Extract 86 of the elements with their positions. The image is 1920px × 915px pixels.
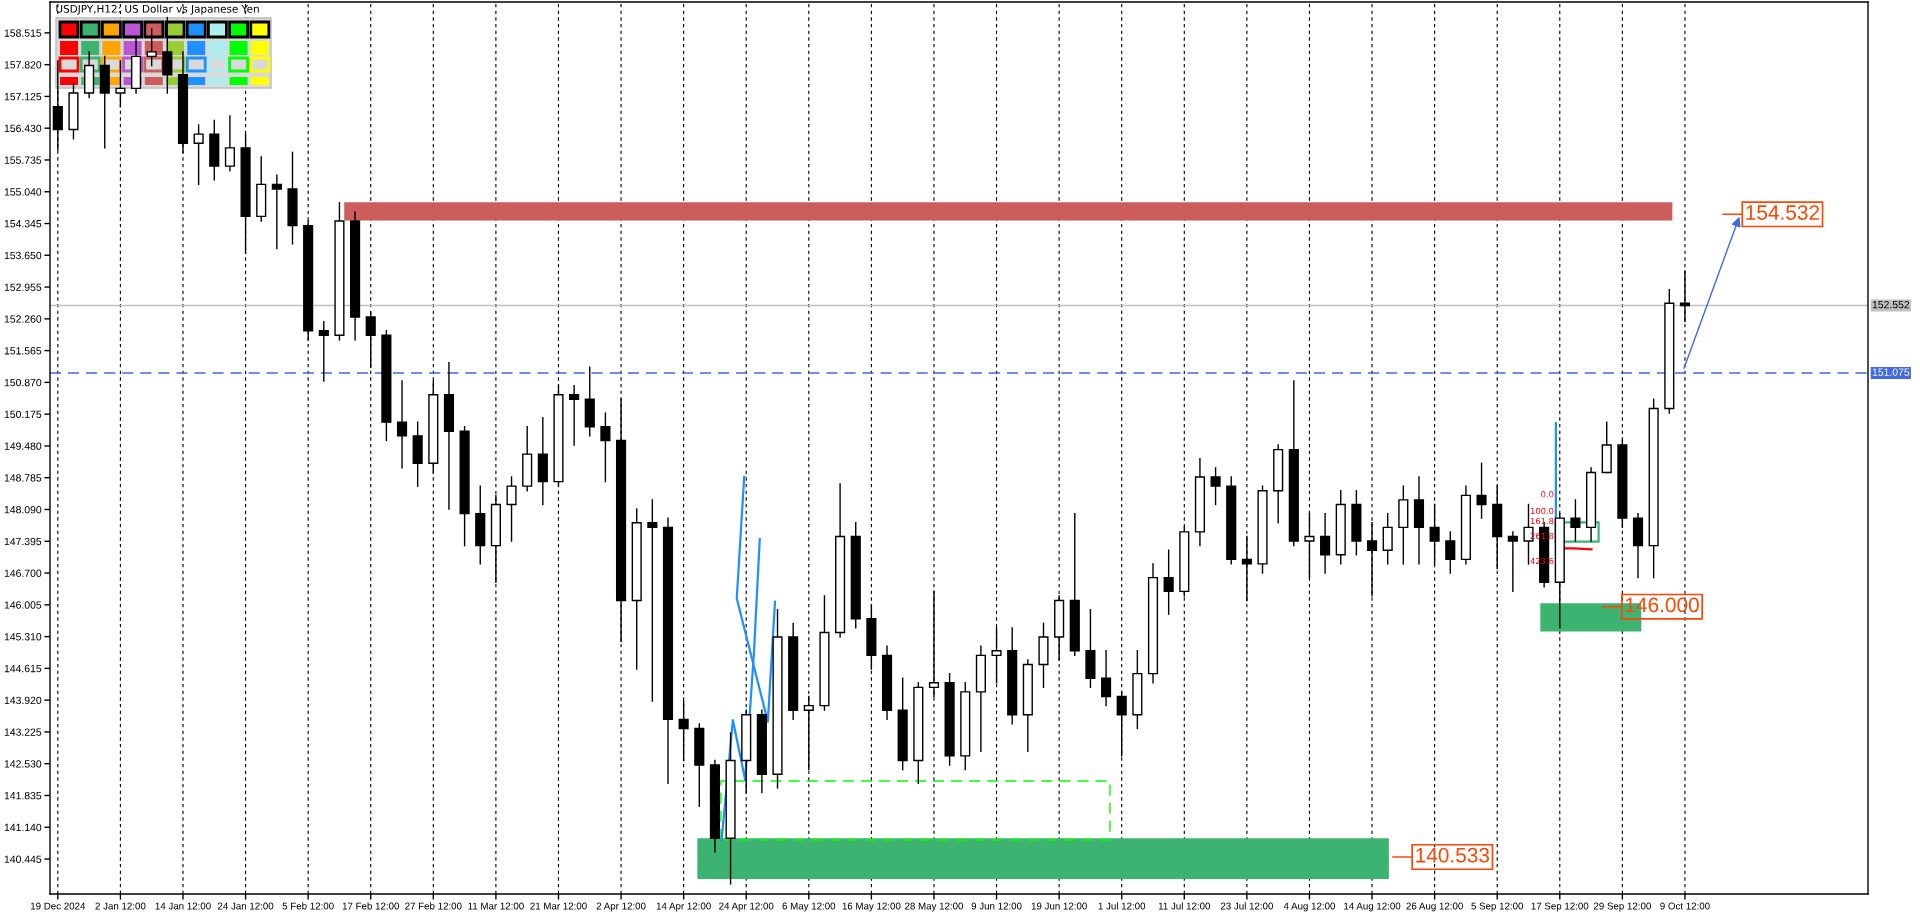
y-tick-label: 144.615	[4, 664, 42, 673]
candlestick	[506, 476, 517, 542]
y-tick-label: 150.175	[4, 410, 42, 419]
y-tick-label: 152.955	[4, 283, 42, 291]
x-tick-label: 28 May 12:00	[905, 902, 964, 912]
x-tick-label: 11 Jul 12:00	[1158, 902, 1211, 910]
y-tick-label: 152.260	[4, 315, 42, 323]
x-tick-label: 11 Mar 12:00	[468, 902, 524, 910]
x-tick-label: 14 Apr 12:00	[656, 902, 711, 912]
x-tick-label: 24 Apr 12:00	[719, 902, 774, 912]
y-tick-label: 148.090	[4, 505, 42, 514]
annotation: 261.8	[1530, 532, 1554, 540]
candlestick	[193, 124, 204, 186]
y-tick-label: 145.310	[4, 633, 42, 641]
x-tick-label: 1 Jul 12:00	[1098, 902, 1146, 910]
y-tick-label: 155.735	[4, 156, 42, 164]
x-tick-label: 17 Feb 12:00	[342, 902, 399, 910]
y-tick-label: 143.225	[4, 728, 42, 736]
chart-title: USDJPY,H12: US Dollar vs Japanese Yen	[56, 4, 259, 15]
y-tick-label: 153.650	[4, 251, 42, 260]
y-tick-label: 154.345	[4, 220, 42, 228]
x-tick-label: 6 May 12:00	[782, 902, 836, 912]
x-tick-label: 17 Sep 12:00	[1531, 902, 1589, 912]
candlestick	[1241, 535, 1252, 602]
y-tick-label: 146.005	[4, 601, 42, 609]
x-tick-label: 16 May 12:00	[842, 902, 901, 912]
candlestick	[1382, 512, 1393, 565]
x-tick-label: 2 Jan 12:00	[95, 902, 146, 910]
x-tick-label: 21 Mar 12:00	[530, 902, 587, 910]
y-tick-label: 146.700	[4, 569, 42, 577]
candlestick	[1210, 467, 1221, 506]
x-tick-label: 5 Feb 12:00	[282, 902, 334, 910]
y-tick-label: 149.480	[4, 442, 42, 450]
x-tick-label: 27 Feb 12:00	[405, 902, 462, 910]
annotation: 100.0	[1530, 507, 1554, 515]
x-tick-label: 23 Jul 12:00	[1220, 902, 1273, 910]
candlestick	[1445, 531, 1456, 574]
x-tick-label: 14 Jan 12:00	[155, 902, 211, 910]
y-tick-label: 148.785	[4, 474, 42, 482]
y-tick-label: 156.430	[4, 124, 42, 133]
text: 154.532	[1746, 205, 1820, 220]
x-tick-label: 9 Jun 12:00	[971, 902, 1022, 910]
y-tick-label: 158.515	[4, 29, 42, 37]
y-tick-label: 157.125	[4, 92, 42, 101]
y-tick-label: 147.395	[4, 537, 42, 546]
candlestick	[1507, 531, 1518, 593]
x-tick-label: 24 Jan 12:00	[217, 902, 274, 910]
y-tick-label: 141.835	[4, 791, 42, 800]
y-tick-label: 151.565	[4, 347, 42, 355]
candlestick	[271, 174, 282, 250]
candlestick	[1570, 499, 1581, 542]
candlestick	[224, 115, 235, 172]
ref-line-label: 151.075	[1872, 368, 1910, 376]
candlestick	[1163, 549, 1174, 615]
x-tick-label: 19 Jun 12:00	[1031, 902, 1087, 910]
candlestick	[991, 627, 1002, 684]
candlestick	[318, 320, 329, 382]
candlestick	[600, 412, 611, 483]
candlestick	[569, 384, 580, 446]
x-tick-label: 9 Oct 12:00	[1660, 902, 1710, 910]
y-tick-label: 155.040	[4, 188, 42, 196]
x-tick-label: 2 Apr 12:00	[596, 902, 646, 912]
annotation: 146.000	[1625, 597, 1699, 613]
candlestick	[647, 499, 658, 702]
annotation: 0.0	[1541, 491, 1554, 498]
candlestick	[1366, 522, 1378, 597]
x-tick-label: 5 Sep 12:00	[1471, 902, 1524, 912]
y-tick-label: 141.140	[4, 823, 42, 832]
x-tick-label: 14 Aug 12:00	[1344, 902, 1401, 912]
x-tick-label: 4 Aug 12:00	[1283, 902, 1336, 912]
y-tick-label: 142.530	[4, 760, 42, 768]
y-tick-label: 143.920	[4, 696, 42, 705]
candlestick	[1100, 650, 1112, 707]
annotation: 140.533	[1416, 847, 1490, 863]
y-tick-label: 157.820	[4, 61, 42, 69]
y-tick-label: 150.870	[4, 378, 42, 387]
x-tick-label: 19 Dec 2024	[31, 902, 86, 910]
candlestick	[1476, 462, 1487, 519]
candlestick	[115, 60, 126, 108]
candlestick	[396, 380, 408, 469]
x-tick-label: 26 Aug 12:00	[1406, 902, 1463, 912]
candlestick	[1320, 512, 1331, 574]
ref-line-label: 152.552	[1872, 300, 1910, 309]
x-tick-label: 29 Sep 12:00	[1593, 902, 1651, 912]
y-tick-label: 140.445	[4, 855, 42, 863]
annotation: 161.8	[1530, 517, 1554, 525]
